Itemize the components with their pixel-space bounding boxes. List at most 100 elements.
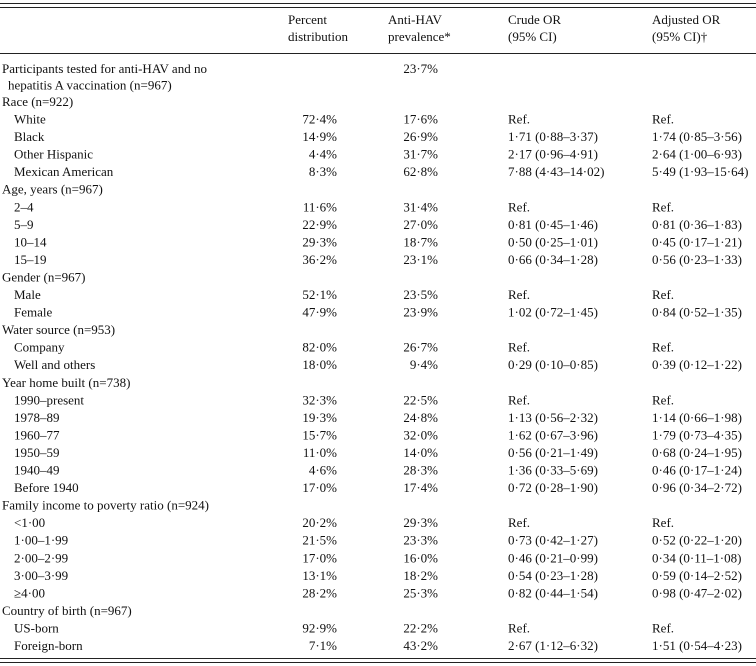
cell: Ref. — [508, 287, 530, 302]
row-label: US-born — [14, 620, 59, 635]
row-label: 1940–49 — [14, 463, 60, 478]
cell: 0·56 (0·23–1·33) — [652, 252, 742, 267]
cell: 52·1% — [302, 287, 337, 302]
cell: 4·4% — [309, 147, 337, 162]
row-label: 15–19 — [14, 252, 47, 267]
cell: 17·6% — [403, 112, 438, 127]
cell: 8·3% — [309, 164, 337, 179]
cell: 0·45 (0·17–1·21) — [652, 234, 742, 249]
cell: 0·68 (0·24–1·95) — [652, 445, 742, 460]
cell: 5·49 (1·93–15·64) — [652, 164, 748, 179]
cell: 14·9% — [302, 129, 337, 144]
cell: 19·3% — [302, 410, 337, 425]
cell: 0·59 (0·14–2·52) — [652, 568, 742, 583]
row-label: 3·00–3·99 — [14, 568, 68, 583]
cell: 17·0% — [302, 550, 337, 565]
cell: 2·64 (1·00–6·93) — [652, 147, 742, 162]
cell: 11·6% — [303, 199, 337, 214]
cell: 47·9% — [302, 305, 337, 320]
cell: 0·81 (0·45–1·46) — [508, 217, 598, 232]
row-label: Mexican American — [14, 164, 114, 179]
row-label: Female — [14, 305, 52, 320]
cell: Ref. — [652, 392, 674, 407]
cell: 43·2% — [403, 638, 438, 653]
cell: 27·0% — [403, 217, 438, 232]
cell: 0·73 (0·42–1·27) — [508, 533, 598, 548]
cell: 0·81 (0·36–1·83) — [652, 217, 742, 232]
row-label: 1950–59 — [14, 445, 60, 460]
cell: 0·29 (0·10–0·85) — [508, 357, 598, 372]
cell: 28·3% — [403, 463, 438, 478]
cell: 1·79 (0·73–4·35) — [652, 427, 742, 442]
cell: 62·8% — [403, 164, 438, 179]
cell: 23·3% — [403, 533, 438, 548]
row-label: Male — [14, 287, 41, 302]
row-label: hepatitis A vaccination (n=967) — [8, 77, 172, 92]
section-title: Gender (n=967) — [2, 269, 86, 284]
cell: 0·82 (0·44–1·54) — [508, 585, 598, 600]
cell: 24·8% — [403, 410, 438, 425]
cell: 23·1% — [403, 252, 438, 267]
section-title: Year home built (n=738) — [2, 375, 130, 390]
section-title: Family income to poverty ratio (n=924) — [2, 498, 209, 513]
row-label: Before 1940 — [14, 480, 79, 495]
cell: 82·0% — [302, 340, 337, 355]
column-header: (95% CI) — [508, 29, 557, 44]
cell: 1·74 (0·85–3·56) — [652, 129, 742, 144]
cell: Ref. — [652, 112, 674, 127]
cell: 22·9% — [302, 217, 337, 232]
column-header: Adjusted OR — [652, 12, 721, 27]
cell: 72·4% — [302, 112, 337, 127]
cell: 23·7% — [403, 61, 438, 76]
row-label: 1978–89 — [14, 410, 60, 425]
column-header: Percent — [288, 12, 327, 27]
cell: Ref. — [508, 199, 530, 214]
cell: Ref. — [652, 199, 674, 214]
cell: 15·7% — [302, 427, 337, 442]
cell: 16·0% — [403, 550, 438, 565]
cell: 0·46 (0·17–1·24) — [652, 463, 742, 478]
cell: 22·5% — [403, 392, 438, 407]
row-label: <1·00 — [14, 515, 45, 530]
cell: 1·13 (0·56–2·32) — [508, 410, 598, 425]
cell: 7·88 (4·43–14·02) — [508, 164, 604, 179]
cell: 25·3% — [403, 585, 438, 600]
row-label: 2·00–2·99 — [14, 550, 68, 565]
cell: Ref. — [508, 392, 530, 407]
column-header: Anti-HAV — [388, 12, 443, 27]
section-title: Country of birth (n=967) — [2, 603, 132, 618]
cell: 0·50 (0·25–1·01) — [508, 234, 598, 249]
cell: 31·7% — [403, 147, 438, 162]
row-label: 1960–77 — [14, 427, 60, 442]
cell: 2·67 (1·12–6·32) — [508, 638, 598, 653]
row-label: 10–14 — [14, 234, 47, 249]
cell: 29·3% — [302, 234, 337, 249]
row-label: Other Hispanic — [14, 147, 93, 162]
cell: 14·0% — [403, 445, 438, 460]
section-title: Race (n=922) — [2, 94, 73, 109]
cell: 36·2% — [302, 252, 337, 267]
column-header: distribution — [288, 29, 348, 44]
cell: 1·51 (0·54–4·23) — [652, 638, 742, 653]
cell: 0·34 (0·11–1·08) — [652, 550, 741, 565]
cell: 0·46 (0·21–0·99) — [508, 550, 598, 565]
cell: 0·39 (0·12–1·22) — [652, 357, 742, 372]
cell: Ref. — [508, 620, 530, 635]
row-label: 5–9 — [14, 217, 34, 232]
cell: 23·5% — [403, 287, 438, 302]
cell: 23·9% — [403, 305, 438, 320]
cell: 29·3% — [403, 515, 438, 530]
cell: 26·7% — [403, 340, 438, 355]
cell: 2·17 (0·96–4·91) — [508, 147, 598, 162]
cell: Ref. — [508, 112, 530, 127]
cell: 1·71 (0·88–3·37) — [508, 129, 598, 144]
cell: 17·0% — [302, 480, 337, 495]
cell: 1·36 (0·33–5·69) — [508, 463, 598, 478]
cell: 0·54 (0·23–1·28) — [508, 568, 598, 583]
cell: 7·1% — [309, 638, 337, 653]
row-label: Foreign-born — [14, 638, 83, 653]
cell: 21·5% — [302, 533, 337, 548]
cell: 0·72 (0·28–1·90) — [508, 480, 598, 495]
row-label: Participants tested for anti-HAV and no — [2, 61, 207, 76]
